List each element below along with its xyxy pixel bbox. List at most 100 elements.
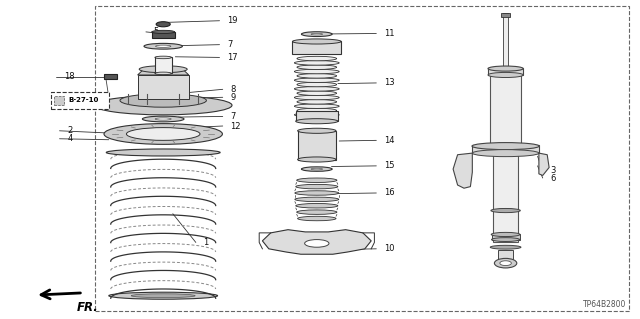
FancyBboxPatch shape [155,57,172,73]
Text: 2: 2 [67,126,72,135]
Polygon shape [262,230,371,254]
FancyBboxPatch shape [51,92,109,109]
Ellipse shape [301,167,332,171]
Ellipse shape [95,96,232,115]
Ellipse shape [296,119,338,124]
Ellipse shape [495,258,517,268]
Ellipse shape [140,66,187,73]
Text: 5: 5 [154,27,159,36]
Ellipse shape [298,216,336,221]
FancyBboxPatch shape [493,153,518,242]
FancyBboxPatch shape [492,234,520,240]
Ellipse shape [296,184,338,189]
Polygon shape [453,153,472,188]
Ellipse shape [297,65,337,70]
Ellipse shape [295,191,339,195]
Text: 14: 14 [384,136,394,145]
Text: 1: 1 [204,238,209,247]
Ellipse shape [155,72,172,75]
FancyBboxPatch shape [503,13,509,67]
Ellipse shape [106,149,220,156]
Ellipse shape [297,178,337,182]
Ellipse shape [294,95,339,100]
Ellipse shape [297,91,337,95]
Ellipse shape [472,143,540,150]
Ellipse shape [311,168,323,170]
Ellipse shape [301,32,332,36]
FancyBboxPatch shape [104,74,117,79]
Ellipse shape [297,100,337,104]
Ellipse shape [156,45,171,47]
FancyBboxPatch shape [472,145,539,153]
Text: 7: 7 [227,40,232,49]
Ellipse shape [490,245,521,249]
Ellipse shape [109,292,218,299]
Ellipse shape [292,39,341,44]
FancyBboxPatch shape [498,250,513,260]
Ellipse shape [155,118,172,120]
Text: 3: 3 [550,166,556,175]
Text: 16: 16 [384,189,395,197]
Ellipse shape [120,94,206,107]
Text: 12: 12 [230,122,241,130]
Ellipse shape [297,82,337,87]
Polygon shape [539,153,549,175]
Ellipse shape [297,210,337,214]
Ellipse shape [492,238,520,241]
Text: 6: 6 [550,174,556,182]
Text: 8: 8 [230,85,236,94]
Ellipse shape [104,124,223,145]
Ellipse shape [298,157,336,162]
Ellipse shape [152,30,175,33]
Ellipse shape [294,104,339,108]
FancyBboxPatch shape [490,75,521,147]
FancyBboxPatch shape [152,32,175,38]
Text: 9: 9 [230,93,236,102]
Ellipse shape [298,128,336,133]
Ellipse shape [294,61,339,65]
Polygon shape [138,70,189,75]
Ellipse shape [297,56,337,61]
Text: 4: 4 [67,134,72,143]
Ellipse shape [144,43,182,49]
Ellipse shape [126,128,200,140]
Ellipse shape [294,78,339,82]
Polygon shape [138,75,189,99]
Text: 18: 18 [64,72,75,81]
Ellipse shape [488,66,524,71]
FancyBboxPatch shape [292,41,341,54]
Ellipse shape [297,108,337,113]
Ellipse shape [142,116,184,122]
Ellipse shape [294,113,339,117]
Text: 17: 17 [227,53,238,62]
Text: TP64B2800: TP64B2800 [582,300,626,309]
FancyBboxPatch shape [488,68,523,75]
Ellipse shape [311,33,323,35]
Ellipse shape [472,150,539,157]
Text: 11: 11 [384,29,394,38]
Ellipse shape [297,74,337,78]
Text: B-27-10: B-27-10 [68,98,99,103]
Text: 13: 13 [384,78,395,87]
Ellipse shape [294,87,339,91]
Ellipse shape [492,232,520,236]
FancyBboxPatch shape [296,111,338,121]
Ellipse shape [491,209,520,212]
Text: 19: 19 [227,16,237,25]
Ellipse shape [294,69,339,74]
Ellipse shape [500,261,511,265]
FancyBboxPatch shape [54,96,64,105]
Ellipse shape [155,56,172,59]
Text: 15: 15 [384,161,394,170]
Text: FR.: FR. [77,301,99,315]
Ellipse shape [295,197,339,202]
Text: 10: 10 [384,244,394,253]
FancyBboxPatch shape [298,131,336,160]
Ellipse shape [131,294,195,298]
FancyBboxPatch shape [501,13,510,17]
Ellipse shape [488,72,524,78]
Ellipse shape [305,240,329,247]
Ellipse shape [156,22,170,27]
Text: 7: 7 [230,112,236,121]
Ellipse shape [296,204,338,208]
